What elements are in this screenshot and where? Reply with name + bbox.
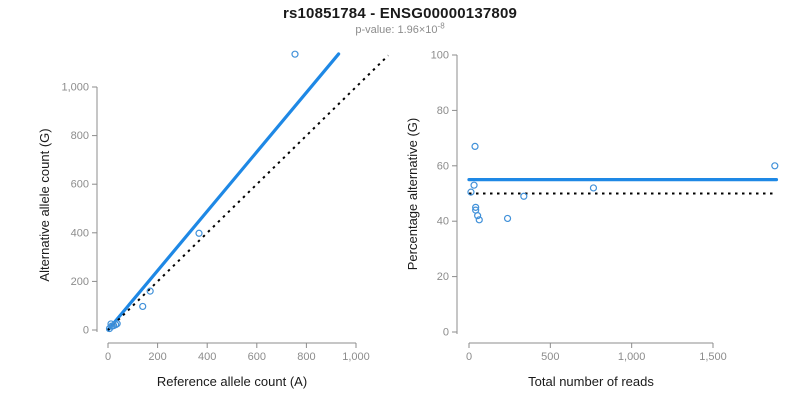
data-point: [139, 302, 147, 311]
data-point: [771, 162, 779, 170]
data-point: [467, 188, 475, 196]
y-tick-label: 800: [71, 130, 89, 142]
pvalue-label: p-value:: [355, 24, 395, 36]
y-tick-label: 80: [437, 105, 449, 117]
x-tick-label: 0: [466, 351, 472, 363]
data-point: [472, 203, 480, 211]
identity-line: [107, 54, 389, 331]
x-tick-label: 200: [148, 351, 166, 363]
x-tick-label: 1,000: [618, 351, 646, 363]
data-point: [195, 229, 203, 237]
y-tick-label: 400: [71, 227, 89, 239]
y-tick-label: 0: [83, 325, 89, 337]
plot-title: rs10851784 - ENSG00000137809: [282, 5, 518, 22]
x-axis-title: Total number of reads: [528, 374, 654, 389]
y-tick-label: 0: [443, 327, 449, 339]
fitted-allelic-ratio-line: [106, 52, 341, 332]
data-point: [113, 320, 121, 328]
data-point: [146, 287, 154, 295]
y-tick-label: 1,000: [61, 82, 89, 94]
data-point: [291, 50, 299, 58]
data-point: [112, 321, 120, 329]
x-tick-label: 600: [248, 351, 266, 363]
data-point: [503, 214, 512, 223]
y-tick-label: 20: [437, 271, 449, 283]
x-tick-label: 800: [297, 351, 315, 363]
x-tick-label: 1,500: [699, 351, 727, 363]
data-point: [520, 192, 528, 200]
x-tick-label: 400: [198, 351, 216, 363]
y-tick-label: 60: [437, 160, 449, 172]
y-axis-title: Percentage alternative (G): [405, 118, 420, 270]
x-axis-title: Reference allele count (A): [157, 374, 307, 389]
x-tick-label: 1,000: [342, 351, 370, 363]
data-point: [471, 142, 479, 151]
pvalue-base: 1.96×10: [397, 24, 438, 36]
y-tick-label: 600: [71, 179, 89, 191]
pvalue-exponent: -8: [437, 21, 445, 31]
y-tick-label: 200: [71, 276, 89, 288]
data-point: [589, 184, 598, 192]
data-point: [475, 216, 483, 224]
x-tick-label: 0: [105, 351, 111, 363]
data-point: [470, 181, 478, 189]
y-axis-title: Alternative allele count (G): [37, 128, 52, 281]
x-tick-label: 500: [541, 351, 559, 363]
plot-subtitle: p-value: 1.96×10-8: [0, 21, 800, 36]
y-tick-label: 40: [437, 216, 449, 228]
y-tick-label: 100: [431, 50, 449, 62]
data-point: [474, 212, 482, 220]
